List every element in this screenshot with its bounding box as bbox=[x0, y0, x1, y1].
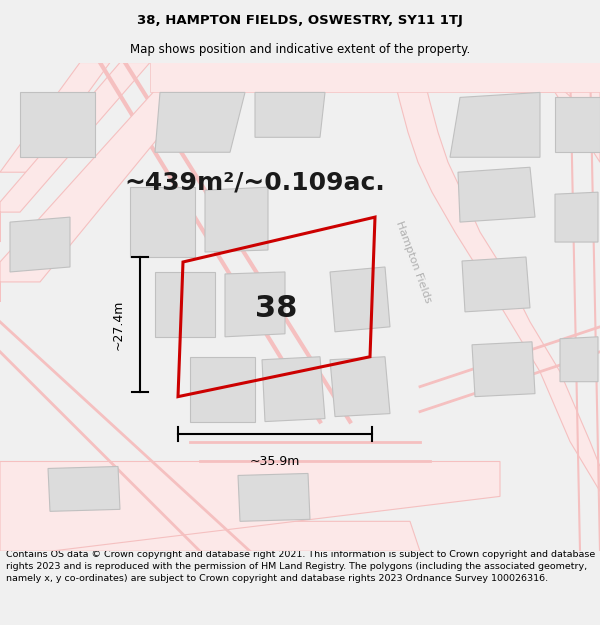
Polygon shape bbox=[238, 474, 310, 521]
Text: Hampton Fields: Hampton Fields bbox=[394, 219, 433, 304]
Polygon shape bbox=[190, 357, 255, 422]
Text: ~439m²/~0.109ac.: ~439m²/~0.109ac. bbox=[125, 170, 385, 194]
Polygon shape bbox=[155, 272, 215, 337]
Polygon shape bbox=[225, 272, 285, 337]
Polygon shape bbox=[150, 62, 600, 92]
Polygon shape bbox=[10, 217, 70, 272]
Polygon shape bbox=[390, 62, 600, 491]
Polygon shape bbox=[450, 92, 540, 158]
Polygon shape bbox=[262, 357, 325, 422]
Polygon shape bbox=[0, 62, 220, 302]
Polygon shape bbox=[555, 192, 598, 242]
Text: Contains OS data © Crown copyright and database right 2021. This information is : Contains OS data © Crown copyright and d… bbox=[6, 550, 595, 582]
Polygon shape bbox=[20, 92, 95, 158]
Polygon shape bbox=[560, 337, 598, 382]
Polygon shape bbox=[0, 461, 500, 551]
Polygon shape bbox=[130, 187, 195, 257]
Polygon shape bbox=[0, 62, 150, 242]
Polygon shape bbox=[472, 342, 535, 397]
Polygon shape bbox=[55, 521, 420, 551]
Polygon shape bbox=[555, 98, 600, 152]
Polygon shape bbox=[462, 257, 530, 312]
Polygon shape bbox=[490, 62, 600, 162]
Polygon shape bbox=[330, 357, 390, 417]
Polygon shape bbox=[155, 92, 245, 152]
Polygon shape bbox=[255, 92, 325, 138]
Polygon shape bbox=[458, 168, 535, 222]
Polygon shape bbox=[540, 62, 600, 122]
Polygon shape bbox=[48, 466, 120, 511]
Polygon shape bbox=[0, 62, 110, 172]
Polygon shape bbox=[205, 187, 268, 252]
Text: ~27.4m: ~27.4m bbox=[112, 299, 125, 349]
Text: ~35.9m: ~35.9m bbox=[250, 455, 300, 468]
Text: 38, HAMPTON FIELDS, OSWESTRY, SY11 1TJ: 38, HAMPTON FIELDS, OSWESTRY, SY11 1TJ bbox=[137, 14, 463, 27]
Polygon shape bbox=[330, 267, 390, 332]
Text: Map shows position and indicative extent of the property.: Map shows position and indicative extent… bbox=[130, 43, 470, 56]
Text: 38: 38 bbox=[256, 294, 298, 322]
